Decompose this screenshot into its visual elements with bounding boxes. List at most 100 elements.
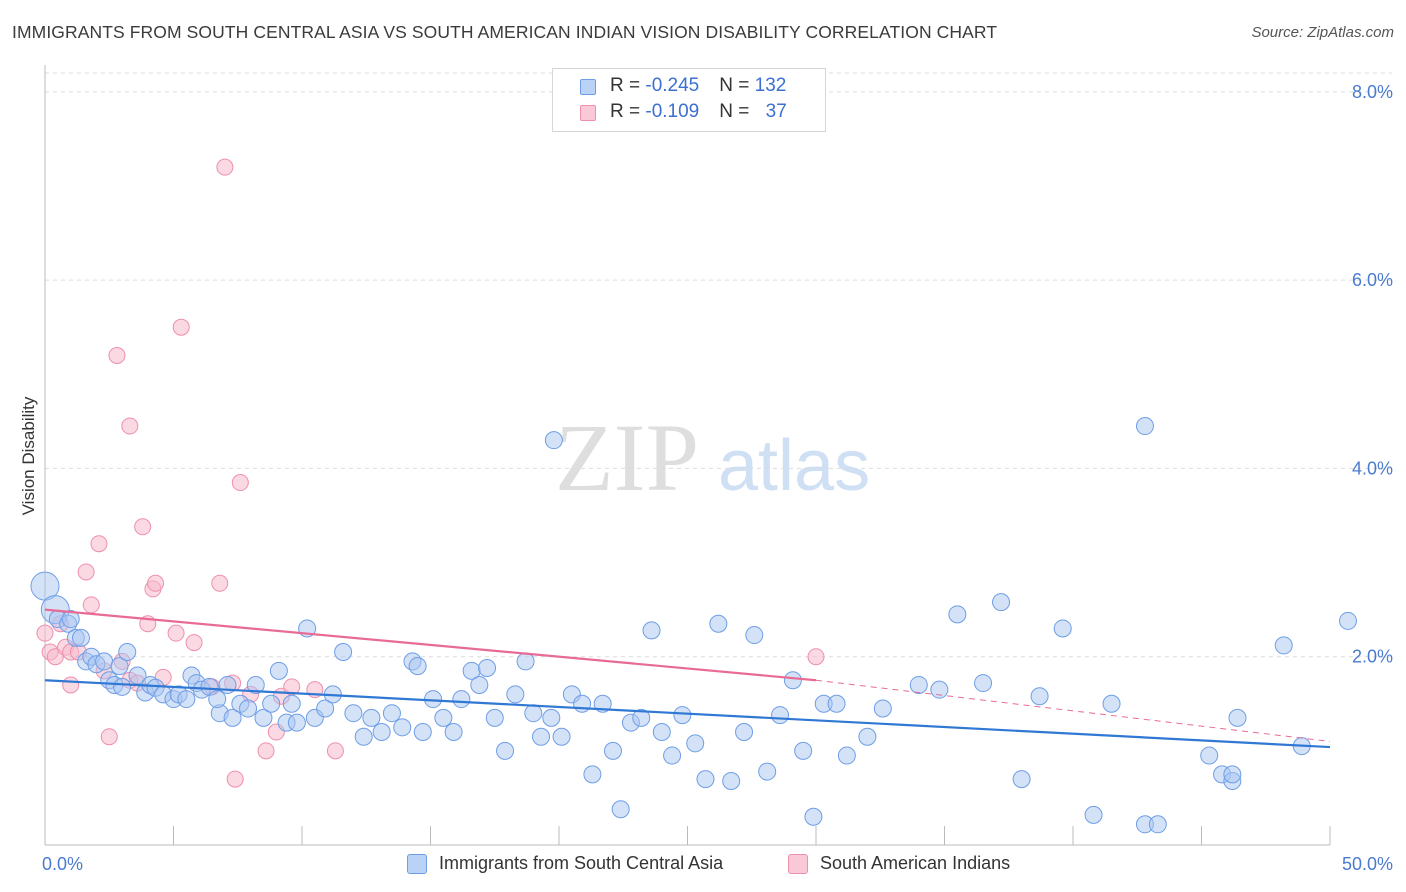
blue-point — [1053, 619, 1072, 638]
pink-point — [108, 346, 126, 364]
legend-r-label: R = — [610, 101, 646, 122]
legend-swatch-pink — [580, 105, 596, 121]
pink-point — [82, 596, 100, 614]
blue-point — [542, 708, 561, 727]
blue-point — [663, 746, 682, 765]
pink-point — [36, 624, 54, 642]
pink-point — [90, 535, 108, 553]
pink-point — [226, 770, 244, 788]
blue-point — [709, 614, 728, 633]
pink-trend-line — [44, 608, 817, 682]
blue-point — [282, 694, 301, 713]
blue-point — [61, 610, 80, 629]
y-axis-label: Vision Disability — [19, 396, 38, 515]
bottom-legend-swatch-pink — [788, 854, 808, 874]
watermark-zip: ZIP — [555, 404, 699, 511]
blue-point — [287, 713, 306, 732]
bottom-legend-swatch-blue — [407, 854, 427, 874]
blue-point — [735, 723, 754, 742]
pink-point — [231, 474, 249, 492]
pink-trend-extension — [815, 679, 1331, 742]
bottom-legend-label-pink: South American Indians — [820, 853, 1011, 873]
blue-point — [316, 699, 335, 718]
blue-point — [611, 800, 630, 819]
blue-point — [794, 741, 813, 760]
blue-point — [642, 621, 661, 640]
blue-point — [992, 593, 1011, 612]
blue-point — [110, 657, 129, 676]
blue-point — [354, 727, 373, 746]
blue-point — [470, 675, 489, 694]
blue-point — [452, 690, 471, 709]
y-tick-label: 8.0% — [1352, 82, 1393, 102]
blue-point — [1084, 805, 1103, 824]
blue-point — [827, 694, 846, 713]
blue-point — [552, 727, 571, 746]
source-credit: Source: ZipAtlas.com — [1251, 24, 1394, 41]
blue-point — [583, 765, 602, 784]
pink-point — [257, 742, 275, 760]
legend-n-label: N = — [719, 75, 755, 96]
blue-series-points — [30, 417, 1357, 834]
blue-point — [974, 674, 993, 693]
blue-point — [434, 708, 453, 727]
blue-point — [262, 694, 281, 713]
pink-point — [211, 574, 229, 592]
pink-point — [77, 563, 95, 581]
y-tick-label: 2.0% — [1352, 647, 1393, 667]
blue-point — [696, 770, 715, 789]
gridlines — [45, 72, 1392, 658]
blue-point — [1012, 770, 1031, 789]
pink-point — [100, 728, 118, 746]
blue-point — [858, 727, 877, 746]
blue-point — [334, 643, 353, 661]
pink-point — [62, 676, 80, 694]
legend-swatch-blue — [580, 79, 596, 95]
blue-point — [223, 708, 242, 727]
chart-title: IMMIGRANTS FROM SOUTH CENTRAL ASIA VS SO… — [12, 22, 998, 42]
pink-point — [134, 518, 152, 536]
blue-point — [413, 723, 432, 742]
blue-point — [686, 734, 705, 753]
x-tick-label: 50.0% — [1342, 854, 1393, 874]
blue-point — [1223, 765, 1242, 784]
blue-point — [632, 708, 651, 727]
blue-point — [873, 699, 892, 718]
blue-point — [948, 605, 967, 624]
pink-point — [185, 634, 203, 652]
watermark: ZIP atlas — [555, 404, 870, 511]
blue-point — [544, 431, 563, 450]
blue-point — [722, 771, 741, 790]
blue-point — [113, 677, 132, 696]
pink-point — [326, 742, 344, 760]
blue-point — [758, 762, 777, 781]
y-tick-label: 4.0% — [1352, 458, 1393, 478]
legend-r-label: R = — [610, 75, 646, 96]
blue-point — [837, 746, 856, 765]
pink-point — [216, 158, 234, 176]
pink-point — [807, 648, 825, 666]
trend-lines — [44, 608, 1331, 749]
blue-point — [532, 727, 551, 746]
blue-point — [1135, 417, 1154, 436]
blue-point — [95, 652, 114, 671]
pink-point — [121, 417, 139, 435]
blue-point — [652, 723, 671, 742]
pink-point — [147, 574, 165, 592]
blue-point — [516, 652, 535, 671]
blue-trend-line — [44, 679, 1331, 749]
blue-point — [408, 657, 427, 676]
blue-point — [1102, 694, 1121, 713]
blue-point — [71, 628, 90, 647]
blue-point — [673, 706, 692, 725]
bottom-legend-label-blue: Immigrants from South Central Asia — [439, 853, 724, 873]
blue-point — [478, 659, 497, 678]
blue-point — [506, 685, 525, 704]
blue-point — [246, 675, 265, 694]
blue-point — [524, 704, 543, 723]
blue-point — [1338, 611, 1357, 630]
blue-point — [118, 643, 137, 661]
tick-labels: 2.0% 4.0% 6.0% 8.0% 0.0% 50.0% — [42, 82, 1393, 874]
blue-point — [208, 690, 227, 709]
